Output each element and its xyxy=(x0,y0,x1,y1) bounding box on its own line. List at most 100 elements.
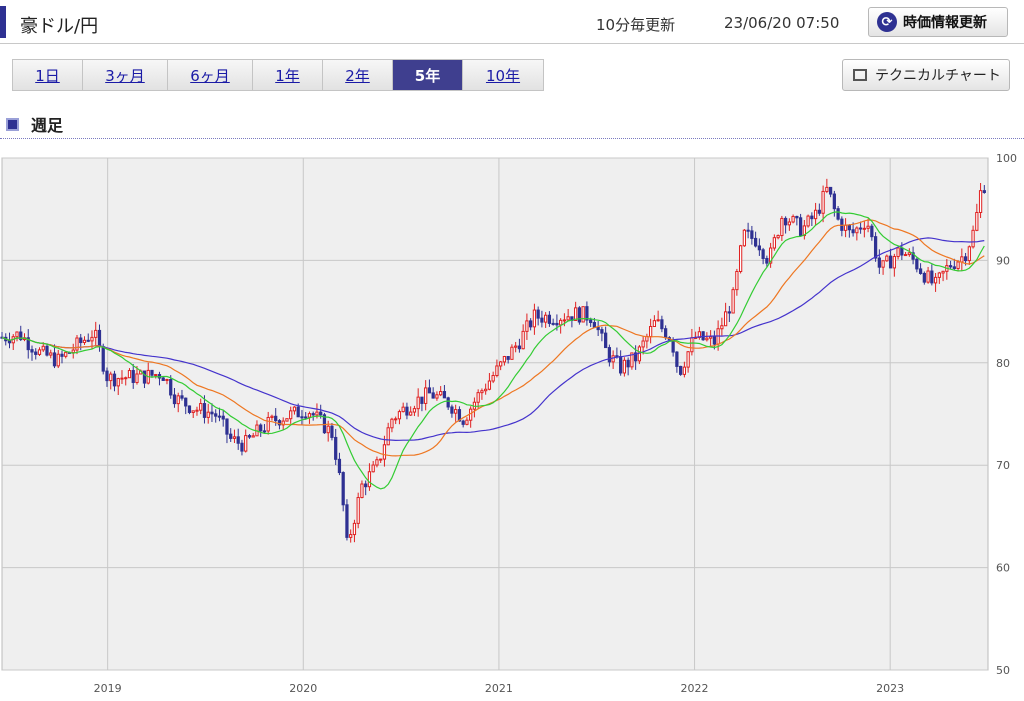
candle-up xyxy=(686,351,690,368)
candle-down xyxy=(810,215,814,220)
candle-up xyxy=(525,320,529,332)
tab-label: 1年 xyxy=(275,66,300,85)
candle-up xyxy=(566,316,570,321)
candle-down xyxy=(172,394,177,405)
candle-down xyxy=(169,379,173,396)
candle-down xyxy=(900,247,904,256)
x-tick-label: 2021 xyxy=(485,682,513,695)
candle-down xyxy=(619,356,623,374)
candle-down xyxy=(870,225,874,238)
candle-up xyxy=(544,314,548,323)
candle-down xyxy=(761,249,765,259)
moving-average-long xyxy=(1,237,985,442)
candle-up xyxy=(843,224,848,231)
x-tick-label: 2019 xyxy=(94,682,122,695)
candle-down xyxy=(345,504,349,538)
candle-up xyxy=(120,377,124,380)
candle-up xyxy=(926,270,930,283)
header-accent-bar xyxy=(0,6,6,38)
tab-10y[interactable]: 10年 xyxy=(463,60,543,90)
candle-down xyxy=(911,252,915,260)
candle-up xyxy=(487,380,492,390)
candle-down xyxy=(832,193,836,210)
candle-down xyxy=(319,411,323,416)
candle-down xyxy=(750,230,754,239)
tab-1d[interactable]: 1日 xyxy=(13,60,83,90)
candle-down xyxy=(930,270,934,284)
y-tick-label: 60 xyxy=(996,562,1010,575)
candle-down xyxy=(712,336,716,345)
candle-up xyxy=(49,352,53,356)
candle-down xyxy=(461,420,465,425)
technical-chart-button[interactable]: テクニカルチャート xyxy=(842,59,1010,91)
candle-up xyxy=(967,246,971,262)
candle-down xyxy=(30,349,34,353)
tab-2y[interactable]: 2年 xyxy=(323,60,393,90)
candle-down xyxy=(330,425,334,438)
candle-down xyxy=(296,406,300,418)
candle-down xyxy=(888,255,893,269)
candle-down xyxy=(596,327,600,331)
candle-down xyxy=(948,265,953,268)
candle-down xyxy=(589,319,593,324)
candle-down xyxy=(765,257,769,264)
candle-up xyxy=(371,464,375,473)
candle-up xyxy=(933,276,938,284)
candle-down xyxy=(240,442,244,452)
tab-label: 10年 xyxy=(485,66,521,85)
candle-down xyxy=(952,266,956,269)
tab-1y[interactable]: 1年 xyxy=(253,60,323,90)
candle-up xyxy=(266,416,270,432)
candle-up xyxy=(270,415,274,418)
candle-up xyxy=(491,375,495,382)
candle-up xyxy=(641,340,645,348)
candle-down xyxy=(337,458,342,474)
candle-down xyxy=(221,415,225,420)
candle-down xyxy=(660,319,664,330)
candle-down xyxy=(858,227,863,230)
candle-up xyxy=(71,349,75,354)
candle-down xyxy=(311,413,315,416)
candle-down xyxy=(679,365,683,375)
candle-up xyxy=(484,388,488,392)
candle-up xyxy=(412,408,417,413)
candle-up xyxy=(206,411,210,418)
candle-up xyxy=(476,392,480,403)
candle-up xyxy=(855,227,859,234)
tab-label: 6ヶ月 xyxy=(190,66,230,85)
candle-down xyxy=(274,415,278,422)
candle-up xyxy=(416,396,420,410)
x-tick-label: 2023 xyxy=(876,682,904,695)
candle-down xyxy=(26,337,30,351)
candle-up xyxy=(941,270,945,274)
refresh-button-label: 時価情報更新 xyxy=(903,15,987,31)
candle-down xyxy=(817,209,821,214)
candle-down xyxy=(963,256,968,262)
candle-down xyxy=(851,229,855,234)
candle-up xyxy=(521,330,525,350)
candle-up xyxy=(731,289,735,314)
candle-down xyxy=(322,414,327,434)
tab-6m[interactable]: 6ヶ月 xyxy=(168,60,253,90)
candle-down xyxy=(262,430,267,433)
candle-up xyxy=(379,458,383,461)
candle-up xyxy=(176,395,180,405)
candle-up xyxy=(499,361,503,367)
tab-label: 5年 xyxy=(414,66,441,85)
candle-up xyxy=(244,435,248,452)
moving-average-short xyxy=(1,211,985,490)
refresh-button[interactable]: ⟳ 時価情報更新 xyxy=(868,7,1008,37)
candle-down xyxy=(592,322,597,329)
candle-up xyxy=(251,435,255,438)
tab-5y[interactable]: 5年 xyxy=(393,60,463,90)
candle-up xyxy=(424,387,428,404)
tab-label: 3ヶ月 xyxy=(105,66,145,85)
candle-down xyxy=(105,370,109,382)
candle-down xyxy=(753,237,758,247)
candle-down xyxy=(214,413,218,417)
candle-up xyxy=(581,306,585,323)
candle-up xyxy=(367,471,372,488)
candle-down xyxy=(180,395,184,399)
candle-down xyxy=(555,322,559,326)
tab-3m[interactable]: 3ヶ月 xyxy=(83,60,168,90)
